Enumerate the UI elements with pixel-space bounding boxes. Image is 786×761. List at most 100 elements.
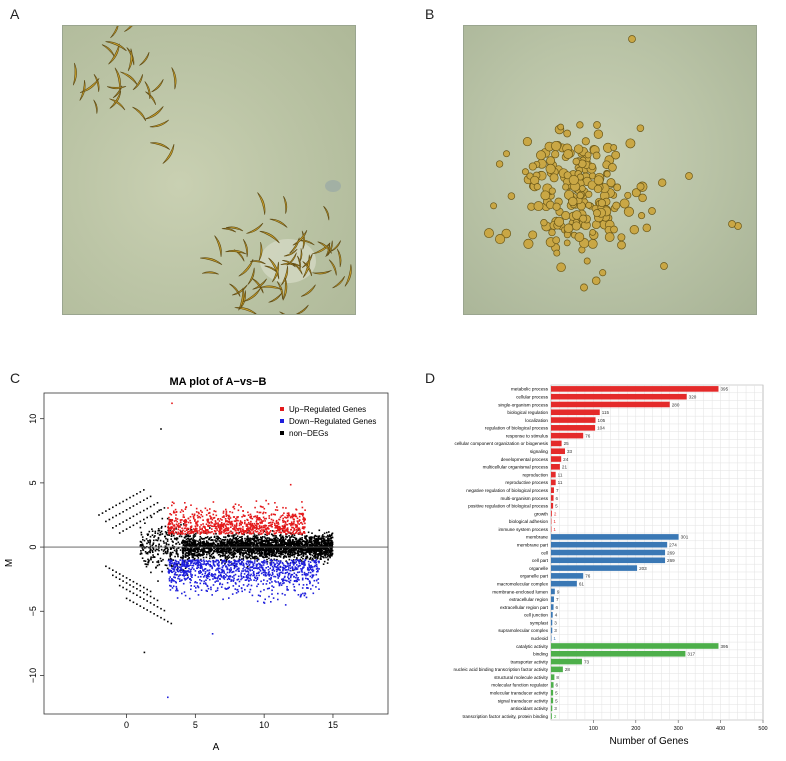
panel-label-d: D: [425, 370, 436, 386]
non-deg-point: [227, 543, 229, 545]
down-regulated-point: [304, 573, 307, 575]
non-deg-point: [224, 557, 227, 560]
up-regulated-point: [184, 502, 186, 504]
down-regulated-point: [206, 573, 209, 576]
down-regulated-point: [180, 579, 182, 582]
down-regulated-point: [209, 578, 211, 581]
up-regulated-point: [173, 525, 176, 527]
non-deg-point: [270, 555, 273, 558]
down-regulated-point: [238, 562, 241, 565]
non-deg-point: [183, 543, 185, 545]
non-deg-point: [318, 544, 321, 546]
up-regulated-point: [294, 515, 297, 518]
non-deg-point: [169, 558, 172, 561]
non-deg-point: [200, 549, 203, 551]
non-deg-point: [243, 542, 246, 544]
non-deg-point: [191, 554, 193, 557]
non-deg-point: [185, 541, 187, 543]
up-regulated-point: [206, 518, 209, 521]
down-regulated-point: [294, 589, 296, 592]
up-regulated-point: [203, 532, 206, 534]
non-deg-point: [317, 539, 319, 542]
up-regulated-point: [198, 512, 200, 515]
non-deg-point: [217, 542, 219, 545]
up-regulated-point: [301, 501, 303, 503]
up-regulated-point: [167, 526, 169, 529]
up-regulated-point: [283, 524, 286, 526]
non-deg-point: [222, 553, 224, 555]
non-deg-point: [143, 651, 146, 654]
up-regulated-point: [206, 529, 208, 531]
down-regulated-point: [249, 560, 252, 562]
down-regulated-point: [233, 560, 236, 562]
up-regulated-point: [205, 514, 208, 516]
down-regulated-point: [287, 563, 290, 565]
non-deg-point: [201, 542, 203, 544]
down-regulated-point: [296, 571, 299, 574]
non-deg-point: [166, 546, 168, 549]
non-deg-point: [192, 544, 195, 546]
non-deg-point: [261, 543, 263, 545]
non-deg-point: [212, 542, 215, 544]
non-deg-point: [304, 548, 307, 551]
non-deg-point: [166, 538, 169, 541]
non-deg-point: [154, 550, 157, 552]
non-deg-point: [241, 549, 243, 552]
down-regulated-point: [169, 589, 172, 591]
down-regulated-point: [245, 570, 247, 573]
non-deg-point: [299, 540, 302, 543]
non-deg-point: [247, 535, 249, 537]
down-regulated-point: [175, 589, 177, 592]
up-regulated-point: [202, 530, 205, 532]
up-regulated-point: [199, 516, 202, 519]
non-deg-point: [253, 550, 255, 553]
up-regulated-point: [223, 522, 226, 525]
up-regulated-point: [261, 522, 263, 524]
non-deg-point: [259, 542, 262, 544]
up-regulated-point: [258, 517, 260, 520]
non-deg-point: [247, 544, 249, 546]
non-deg-point: [185, 552, 187, 554]
up-regulated-point: [221, 516, 224, 518]
non-deg-point: [306, 544, 308, 546]
non-deg-point: [122, 580, 124, 582]
non-deg-point: [248, 543, 251, 545]
up-regulated-point: [217, 524, 220, 527]
non-deg-point: [152, 554, 154, 556]
down-regulated-point: [277, 567, 280, 570]
down-regulated-point: [298, 571, 301, 573]
non-deg-point: [306, 556, 309, 559]
down-regulated-point: [253, 567, 256, 569]
up-regulated-point: [237, 516, 239, 518]
down-regulated-point: [317, 578, 320, 580]
non-deg-point: [230, 552, 232, 555]
ma-plot-title: MA plot of A−vs−B: [170, 376, 267, 388]
down-regulated-point: [238, 585, 240, 587]
down-regulated-point: [200, 571, 202, 573]
non-deg-point: [331, 543, 334, 545]
down-regulated-point: [176, 597, 179, 599]
down-regulated-point: [181, 592, 183, 595]
up-regulated-point: [194, 518, 196, 521]
down-regulated-point: [222, 565, 225, 567]
up-regulated-point: [268, 517, 271, 519]
non-deg-point: [242, 542, 244, 545]
non-deg-point: [197, 550, 199, 552]
down-regulated-point: [241, 577, 243, 580]
non-deg-point: [234, 541, 236, 544]
up-regulated-point: [245, 530, 247, 532]
up-regulated-point: [254, 529, 256, 532]
up-regulated-point: [253, 526, 255, 528]
non-deg-point: [158, 543, 160, 546]
non-deg-point: [149, 541, 151, 543]
non-deg-point: [206, 536, 209, 538]
non-deg-point: [98, 514, 100, 516]
down-regulated-point: [229, 561, 232, 564]
non-deg-point: [164, 564, 167, 566]
up-regulated-point: [231, 525, 234, 527]
up-regulated-point: [275, 532, 278, 534]
down-regulated-point: [303, 571, 306, 574]
down-regulated-point: [269, 582, 271, 584]
up-regulated-point: [241, 516, 243, 518]
up-regulated-point: [263, 518, 266, 520]
